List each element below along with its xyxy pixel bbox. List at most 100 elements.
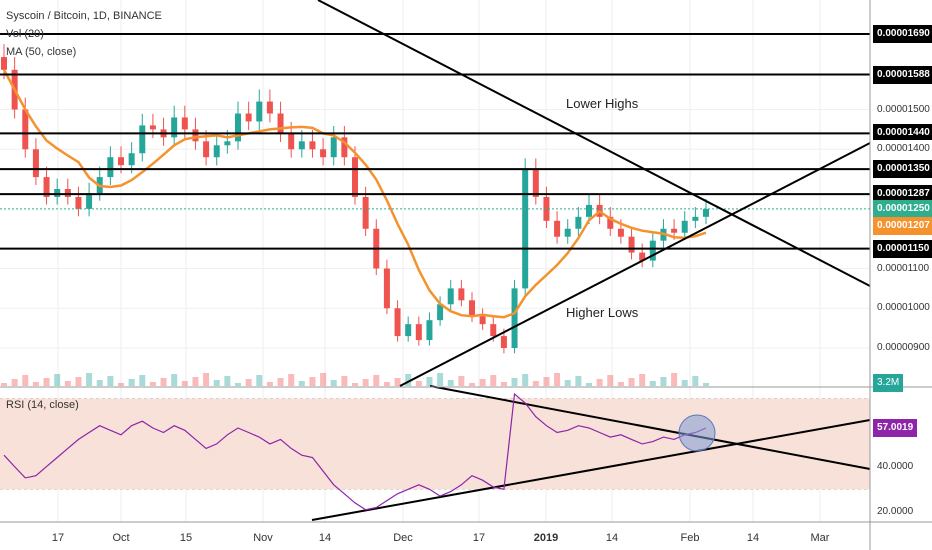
candle-body xyxy=(298,141,305,150)
volume-bar xyxy=(118,383,124,386)
volume-bar xyxy=(309,377,316,386)
volume-bar xyxy=(266,382,273,386)
price-axis-label: 0.00001690 xyxy=(873,25,932,43)
ma-line xyxy=(2,69,707,319)
candle-body xyxy=(500,336,507,348)
volume-bar xyxy=(224,376,231,386)
rsi-indicator-label: RSI (14, close) xyxy=(6,399,79,411)
rsi-line xyxy=(3,392,707,511)
price-axis-label: 0.00001150 xyxy=(873,239,932,258)
time-axis-label: 14 xyxy=(318,532,332,544)
price-axis-label: 0.00001250 xyxy=(873,199,932,218)
volume-bar xyxy=(479,379,486,386)
rsi-axis-label: 57.0019 xyxy=(873,419,918,437)
volume-bar xyxy=(596,379,603,386)
candle-body xyxy=(224,141,231,146)
volume-bar xyxy=(22,375,29,386)
volume-bar xyxy=(649,381,656,386)
time-axis-label: 17 xyxy=(51,532,65,544)
candle-body xyxy=(203,141,210,158)
candle-body xyxy=(628,236,635,253)
annotation-lower-highs: Lower Highs xyxy=(566,96,639,111)
candle-body xyxy=(522,169,529,289)
candle-body xyxy=(511,288,518,348)
candle-body xyxy=(139,125,146,154)
volume-bar xyxy=(617,382,624,386)
candle-body xyxy=(490,324,497,337)
volume-bar xyxy=(458,376,465,386)
time-axis-label: Nov xyxy=(253,532,273,544)
candle-body xyxy=(575,216,582,229)
candle-body xyxy=(149,125,156,130)
time-axis-label: Feb xyxy=(680,532,700,544)
volume-bar xyxy=(575,376,582,386)
volume-bar xyxy=(703,383,709,386)
volume-bar xyxy=(447,380,454,386)
volume-bar xyxy=(32,382,39,386)
volume-bar xyxy=(96,380,103,386)
volume-bar xyxy=(11,379,18,386)
candle-body xyxy=(341,137,348,158)
volume-bar xyxy=(192,377,199,386)
volume-bar xyxy=(692,376,699,386)
trend-lines xyxy=(311,0,871,521)
volume-bar xyxy=(288,374,295,386)
volume-bar xyxy=(373,375,380,386)
candle-body xyxy=(692,216,699,221)
candle-body xyxy=(213,145,220,158)
horizontal-levels xyxy=(0,33,870,250)
price-axis-label: 0.00000900 xyxy=(873,339,932,357)
volume-bar xyxy=(628,378,635,386)
volume-bar xyxy=(86,373,93,386)
candle-body xyxy=(128,153,135,166)
volume-bar xyxy=(522,374,529,386)
candle-body xyxy=(22,109,29,150)
volume-bar xyxy=(235,383,241,386)
candle-body xyxy=(469,300,475,317)
candle-body xyxy=(681,220,688,233)
candles xyxy=(1,44,709,354)
price-axis-label: 0.00001440 xyxy=(873,124,932,143)
annotation-higher-lows: Higher Lows xyxy=(566,305,639,320)
candle-body xyxy=(118,157,124,166)
price-axis-label: 0.00001100 xyxy=(873,259,932,278)
rsi-axis-label: 40.0000 xyxy=(877,460,914,472)
candle-body xyxy=(671,228,678,233)
volume-bar xyxy=(564,380,571,386)
candle-body xyxy=(43,177,50,197)
candle-body xyxy=(288,133,295,150)
volume-bar xyxy=(554,373,561,386)
time-axis-label: Mar xyxy=(810,532,830,544)
candle-body xyxy=(649,240,656,261)
volume-bar xyxy=(54,374,61,386)
candle-body xyxy=(266,101,273,114)
time-axis-label: 14 xyxy=(605,532,619,544)
volume-bar xyxy=(405,374,412,386)
volume-bar xyxy=(511,378,518,386)
candle-body xyxy=(54,189,61,197)
volume-bar xyxy=(500,382,507,386)
volume-bar xyxy=(43,378,50,386)
volume-bar xyxy=(394,378,401,386)
volume-bar xyxy=(256,375,263,386)
candle-body xyxy=(532,169,539,197)
volume-bar xyxy=(341,376,348,386)
trend-line xyxy=(311,419,871,521)
volume-bar xyxy=(171,374,178,386)
candle-body xyxy=(320,149,327,158)
candle-body xyxy=(703,208,709,217)
volume-bar xyxy=(128,379,135,386)
volume-bar xyxy=(160,378,167,386)
volume-bar xyxy=(181,381,188,386)
volume-bar xyxy=(320,373,327,386)
candle-body xyxy=(458,288,465,301)
volume-bar xyxy=(681,380,688,386)
volume-bar xyxy=(352,383,358,386)
volume-indicator-label: Vol (20) xyxy=(6,28,44,40)
volume-bar xyxy=(75,377,82,386)
time-axis-label: 14 xyxy=(746,532,760,544)
candle-body xyxy=(181,117,188,130)
volume-bar xyxy=(469,383,475,386)
volume-bar xyxy=(277,378,284,386)
